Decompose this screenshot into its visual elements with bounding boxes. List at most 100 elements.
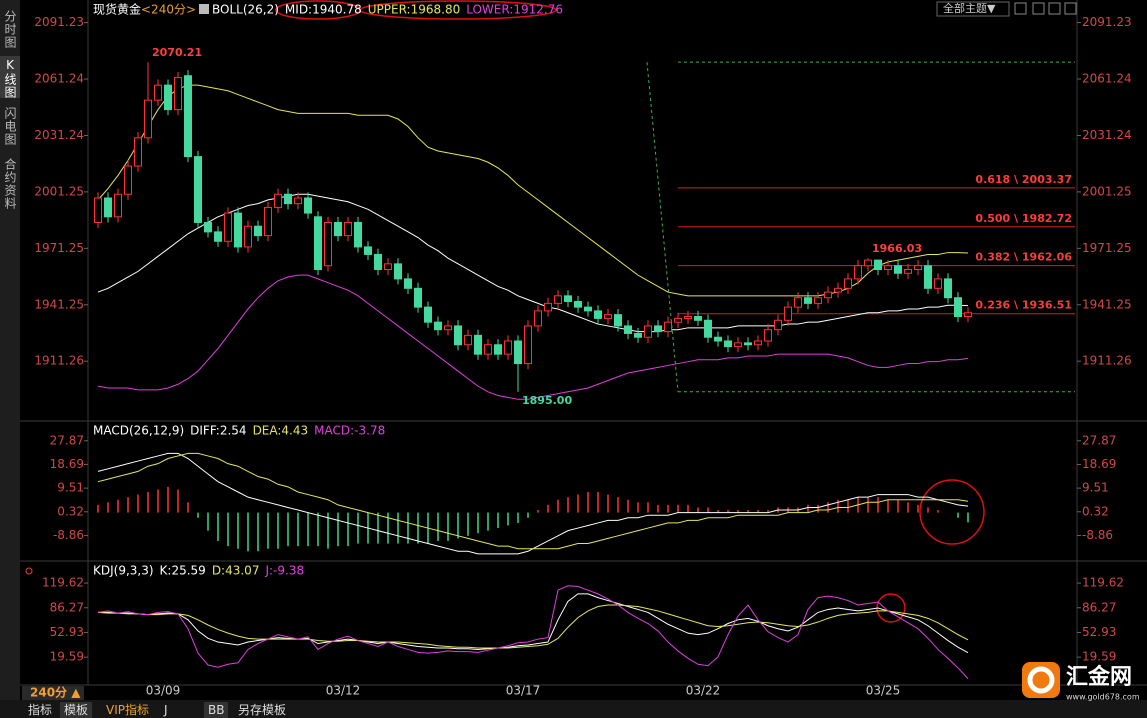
candle-body	[284, 193, 292, 205]
candle-body	[844, 278, 852, 289]
sidebar-tab[interactable]: K线图	[3, 57, 17, 99]
y-tick-label: 0.32	[1082, 504, 1109, 518]
sidebar-tab[interactable]: 闪电图	[3, 106, 17, 146]
sidebar-tab[interactable]: 分时图	[3, 9, 17, 49]
x-tick-label: 03/22	[686, 684, 721, 698]
toolbar-tab[interactable]: 模板	[60, 702, 93, 718]
candle-body	[314, 216, 322, 270]
legend-label: KDJ(9,3,3)	[93, 564, 154, 578]
y-tick-label: 2001.25	[1082, 184, 1132, 198]
candle-body	[654, 325, 662, 333]
candle-body	[964, 312, 972, 318]
candle-body	[774, 319, 782, 331]
candle-body	[114, 193, 122, 218]
indicator-icon	[199, 4, 209, 14]
legend-label: D:43.07	[212, 564, 260, 578]
toolbar-tab[interactable]: BB	[204, 702, 229, 718]
indicator-line	[97, 452, 969, 550]
candle-body	[264, 206, 272, 237]
candle-body	[724, 340, 732, 348]
toolbar-tab[interactable]: VIP指标	[106, 703, 149, 717]
x-tick-label: 03/25	[866, 684, 901, 698]
y-tick-label: 2031.24	[1082, 128, 1132, 142]
candle-body	[904, 268, 912, 274]
y-tick-label: 0.32	[57, 504, 84, 518]
extreme-label: 2070.21	[152, 46, 202, 59]
candle-body	[864, 259, 872, 267]
chart-title: 现货黄金	[93, 2, 141, 17]
y-tick-label: 27.87	[50, 433, 84, 447]
candle-body	[524, 325, 532, 365]
candle-body	[744, 342, 752, 346]
period-box[interactable]	[22, 686, 84, 700]
candle-body	[384, 263, 392, 270]
x-tick-label: 03/17	[506, 684, 541, 698]
theme-button-label[interactable]: 全部主题▼	[943, 1, 996, 15]
candle-body	[634, 332, 642, 338]
candle-body	[544, 302, 552, 312]
indicator-line	[97, 274, 969, 400]
candle-body	[504, 340, 512, 355]
y-tick-label: 1941.25	[1082, 297, 1132, 311]
toolbar-icons	[1014, 2, 1077, 15]
candle-body	[714, 336, 722, 342]
candle-body	[334, 221, 342, 237]
candle-body	[424, 306, 432, 323]
sidebar-bg	[0, 0, 20, 718]
candle-body	[804, 297, 812, 304]
candle-body	[324, 221, 332, 267]
toolbar-tab[interactable]: 另存模板	[238, 703, 287, 717]
y-tick-label: 2091.23	[34, 15, 84, 29]
y-tick-label: 27.87	[1082, 433, 1116, 447]
candle-body	[94, 197, 102, 223]
candle-body	[394, 263, 402, 280]
candle-body	[854, 265, 862, 280]
fib-label: 0.236 \ 1936.51	[975, 299, 1072, 312]
legend-label: UPPER:1968.80	[368, 3, 460, 17]
candle-body	[164, 84, 172, 111]
candle-body	[934, 278, 942, 289]
candle-body	[484, 344, 492, 355]
sidebar-active	[0, 56, 20, 98]
candle-body	[514, 340, 522, 365]
theme-button[interactable]	[936, 1, 1010, 17]
candle-body	[764, 329, 772, 342]
candle-body	[734, 342, 742, 348]
legend-label: BOLL(26,2)	[212, 3, 279, 17]
toolbar-tab[interactable]: 指标	[28, 703, 53, 717]
candle-body	[214, 231, 222, 242]
sidebar-tab[interactable]: 合约资料	[3, 158, 17, 210]
y-tick-label: 119.62	[42, 576, 84, 590]
candle-body	[784, 306, 792, 321]
y-tick-label: -8.86	[53, 528, 84, 542]
toolbar-tab[interactable]: J	[164, 703, 168, 717]
y-tick-label: -8.86	[1082, 528, 1113, 542]
candle-body	[924, 265, 932, 289]
candle-body	[454, 325, 462, 346]
candle-body	[554, 295, 562, 304]
candle-body	[534, 310, 542, 327]
period-label[interactable]: 240分 ▲	[30, 685, 81, 700]
indicator-line	[97, 84, 969, 297]
indicator-line	[97, 193, 969, 333]
legend-label: J:-9.38	[264, 564, 304, 578]
y-tick-label: 1911.26	[34, 354, 84, 368]
candle-body	[344, 221, 352, 237]
period-label: <240分>	[141, 3, 196, 17]
candle-body	[364, 246, 372, 255]
candle-body	[434, 321, 442, 331]
candle-body	[144, 99, 152, 139]
y-tick-label: 1941.25	[34, 297, 84, 311]
candle-body	[354, 221, 362, 248]
candle-body	[274, 193, 282, 208]
candle-body	[444, 325, 452, 331]
candle-body	[304, 197, 312, 214]
y-tick-label: 86.27	[50, 600, 84, 614]
y-tick-label: 52.93	[50, 625, 84, 639]
highlight-circle	[919, 479, 985, 545]
candle-body	[814, 297, 822, 304]
candle-body	[254, 225, 262, 237]
candle-body	[224, 212, 232, 242]
candle-body	[604, 314, 612, 319]
logo-name: 汇金网	[1066, 664, 1132, 690]
